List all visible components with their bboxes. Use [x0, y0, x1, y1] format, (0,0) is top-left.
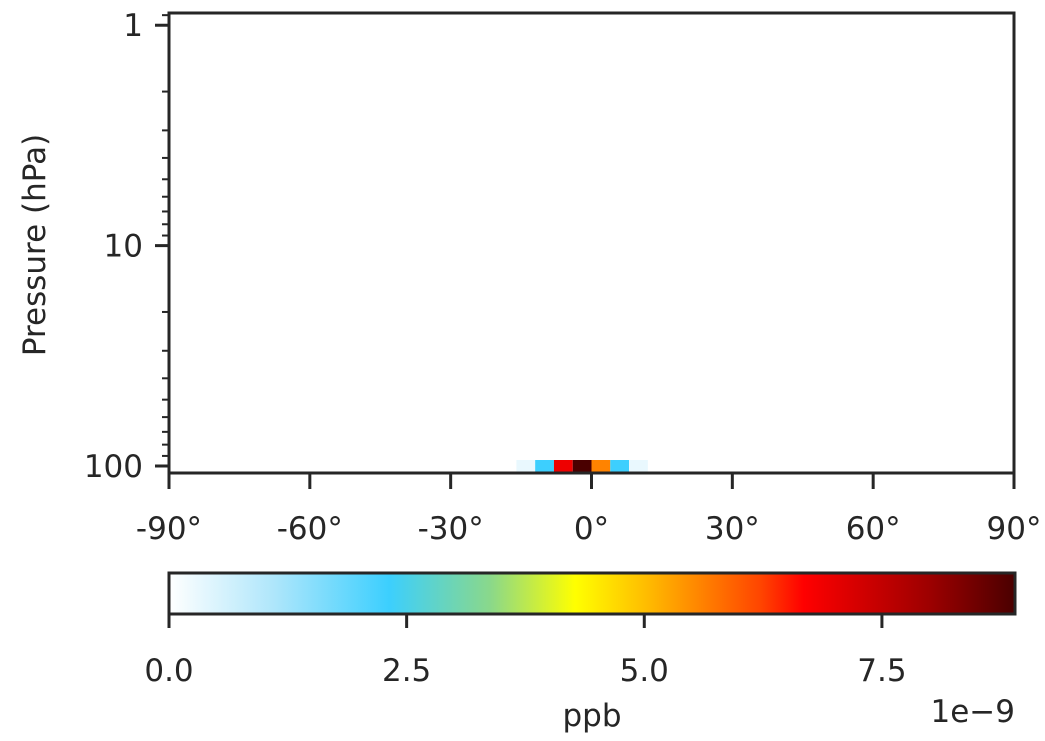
heatmap-cell-3: [572, 460, 592, 473]
heatmap-cell-0: [516, 460, 536, 473]
colorbar-tick-label-0: 0.0: [144, 653, 193, 689]
heatmap-cell-1: [535, 460, 554, 473]
heatmap-cell-2: [553, 460, 573, 473]
heatmap-cell-5: [610, 460, 630, 473]
y-tick-label-2: 100: [84, 449, 143, 485]
colorbar-tick-label-3: 7.5: [857, 653, 906, 689]
y-axis: 1 10 100: [84, 8, 169, 485]
heatmap-cell-6: [629, 460, 648, 473]
colorbar-gradient: [169, 573, 1015, 614]
y-tick-label-1: 10: [104, 229, 143, 265]
x-tick-label-4: 30°: [705, 511, 760, 547]
colorbar-tick-label-2: 5.0: [620, 653, 669, 689]
y-tick-label-0: 1: [123, 8, 143, 44]
colorbar: 0.0 2.5 5.0 7.5 ppb 1e−9: [144, 571, 1017, 734]
colorbar-tick-label-1: 2.5: [382, 653, 431, 689]
heatmap-cell-4: [591, 460, 611, 473]
heatmap-cells: [516, 460, 648, 473]
y-axis-title: Pressure (hPa): [17, 134, 53, 356]
x-tick-label-3: 0°: [574, 511, 609, 547]
colorbar-ticks: 0.0 2.5 5.0 7.5: [144, 614, 907, 689]
x-tick-label-2: -30°: [418, 511, 484, 547]
x-tick-label-1: -60°: [277, 511, 343, 547]
x-tick-label-6: 90°: [987, 511, 1042, 547]
colorbar-offset-text: 1e−9: [931, 694, 1016, 730]
plot-frame: [167, 11, 1016, 475]
x-tick-label-5: 60°: [846, 511, 901, 547]
colorbar-frame: [167, 571, 1017, 616]
x-axis: -90° -60° -30° 0° 30° 60° 90°: [136, 473, 1042, 547]
colorbar-label: ppb: [562, 698, 621, 734]
x-tick-label-0: -90°: [136, 511, 202, 547]
